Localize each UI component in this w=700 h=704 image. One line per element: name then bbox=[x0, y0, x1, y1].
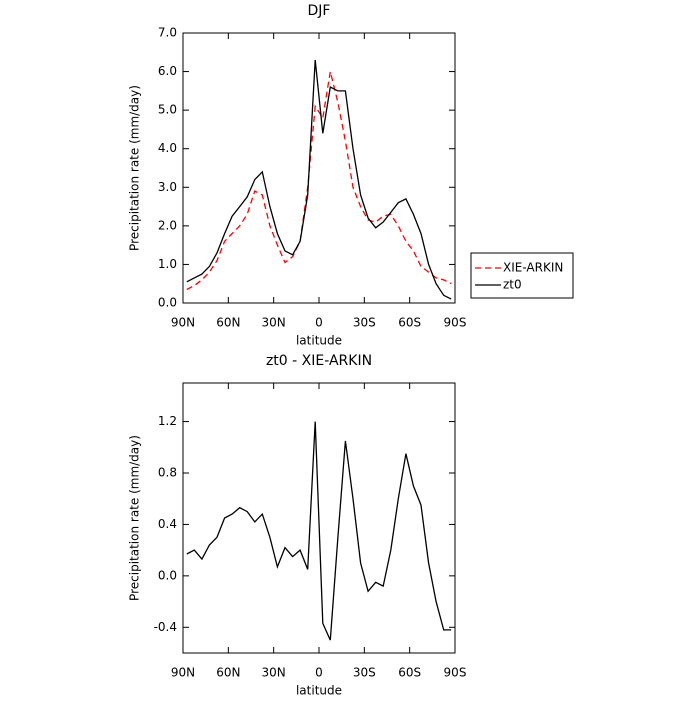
chart-title: DJF bbox=[308, 3, 331, 19]
y-tick-label: 2.0 bbox=[158, 218, 177, 232]
x-axis-label: latitude bbox=[296, 334, 342, 348]
x-tick-label: 30N bbox=[262, 666, 286, 680]
x-tick-label: 30N bbox=[262, 316, 286, 330]
legend-label: XIE-ARKIN bbox=[503, 261, 563, 275]
x-tick-label: 90S bbox=[444, 316, 467, 330]
y-axis-label: Precipitation rate (mm/day) bbox=[128, 85, 142, 251]
x-tick-label: 60S bbox=[398, 316, 421, 330]
chart-title: zt0 - XIE-ARKIN bbox=[266, 353, 372, 369]
y-tick-label: 0.0 bbox=[158, 296, 177, 310]
x-tick-label: 30S bbox=[353, 666, 376, 680]
y-tick-label: 0.4 bbox=[158, 517, 177, 531]
legend-label: zt0 bbox=[503, 278, 522, 292]
y-tick-label: 7.0 bbox=[158, 26, 177, 40]
y-tick-label: 1.0 bbox=[158, 257, 177, 271]
data-line bbox=[186, 71, 452, 291]
y-tick-label: 4.0 bbox=[158, 141, 177, 155]
x-tick-label: 90S bbox=[444, 666, 467, 680]
x-tick-label: 90N bbox=[171, 316, 195, 330]
y-tick-label: 0.0 bbox=[158, 568, 177, 582]
data-line bbox=[186, 59, 452, 300]
y-tick-label: 0.8 bbox=[158, 466, 177, 480]
y-tick-label: 1.2 bbox=[158, 414, 177, 428]
y-tick-label: 5.0 bbox=[158, 103, 177, 117]
x-tick-label: 60N bbox=[216, 666, 240, 680]
x-tick-label: 60N bbox=[216, 316, 240, 330]
y-axis-label: Precipitation rate (mm/day) bbox=[128, 435, 142, 601]
x-tick-label: 60S bbox=[398, 666, 421, 680]
y-tick-label: 6.0 bbox=[158, 64, 177, 78]
legend-box bbox=[470, 252, 574, 299]
plot-frame bbox=[182, 32, 456, 304]
x-tick-label: 90N bbox=[171, 666, 195, 680]
x-tick-label: 0 bbox=[315, 316, 323, 330]
x-axis-label: latitude bbox=[296, 684, 342, 698]
x-tick-label: 0 bbox=[315, 666, 323, 680]
y-tick-label: -0.4 bbox=[154, 620, 177, 634]
x-tick-label: 30S bbox=[353, 316, 376, 330]
data-line bbox=[186, 421, 452, 641]
y-tick-label: 3.0 bbox=[158, 180, 177, 194]
